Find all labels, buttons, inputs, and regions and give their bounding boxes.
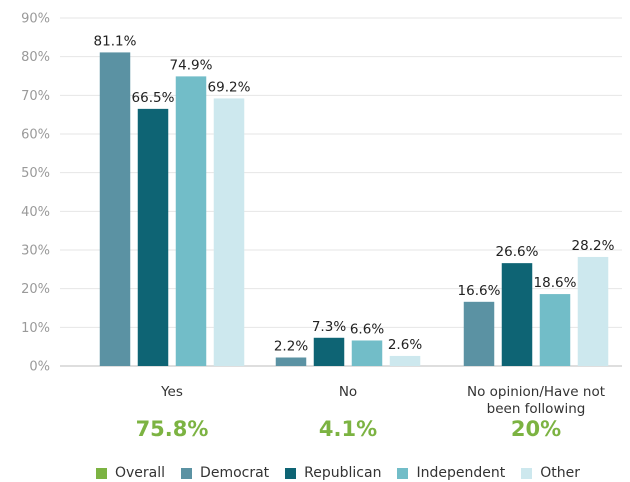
bar-no-independent (351, 340, 383, 366)
bar-yes-democrat (99, 52, 131, 367)
data-label-no-independent: 6.6% (350, 321, 384, 337)
category-label-no-opinion-have-not-been-following-line-2: been following (487, 401, 586, 417)
data-label-yes-other: 69.2% (208, 79, 251, 95)
legend-label-republican: Republican (304, 465, 382, 481)
legend-item-overall: Overall (96, 465, 165, 481)
data-label-yes-independent: 74.9% (170, 57, 213, 73)
legend-item-republican: Republican (285, 465, 381, 481)
data-label-no-other: 2.6% (388, 337, 422, 353)
data-label-no-opinion-have-not-been-following-independent: 18.6% (534, 275, 577, 291)
chart-legend: Overall Democrat Republican Independent … (96, 465, 596, 481)
legend-label-overall: Overall (115, 465, 166, 481)
y-tick-label-20: 20% (21, 282, 50, 297)
y-tick-label-10: 10% (21, 321, 50, 336)
data-label-no-republican: 7.3% (312, 319, 346, 335)
bar-chart: 0% 10% 20% 30% 40% 50% 60% 70% 80% 90% 81.1% 66.5% 7… (21, 12, 622, 441)
bar-yes-other (213, 98, 245, 366)
legend-swatch-republican (285, 467, 297, 479)
overall-value-no: 4.1% (319, 417, 377, 441)
data-label-no-democrat: 2.2% (274, 338, 308, 354)
legend-swatch-democrat (181, 467, 193, 479)
category-label-yes: Yes (160, 384, 183, 400)
legend-label-independent: Independent (416, 465, 506, 481)
y-tick-label-90: 90% (21, 12, 50, 27)
bar-no-other (389, 355, 421, 366)
bar-yes-republican (137, 108, 169, 366)
y-tick-label-30: 30% (21, 244, 50, 259)
bar-no-opinion-have-not-been-following-republican (501, 263, 533, 366)
y-tick-label-50: 50% (21, 166, 50, 181)
legend-swatch-independent (397, 467, 409, 479)
overall-value-no-opinion-have-not-been-following: 20% (511, 417, 561, 441)
data-label-yes-republican: 66.5% (132, 90, 175, 106)
y-tick-label-80: 80% (21, 50, 50, 65)
bar-no-opinion-have-not-been-following-democrat (463, 301, 495, 366)
data-label-no-opinion-have-not-been-following-republican: 26.6% (496, 244, 539, 260)
y-tick-label-70: 70% (21, 89, 50, 104)
legend-swatch-overall (96, 467, 107, 479)
bar-no-opinion-have-not-been-following-other (577, 256, 609, 366)
data-label-no-opinion-have-not-been-following-democrat: 16.6% (458, 283, 501, 299)
y-tick-label-0: 0% (29, 360, 50, 375)
y-tick-label-40: 40% (21, 205, 50, 220)
legend-swatch-other (521, 467, 533, 479)
data-label-no-opinion-have-not-been-following-other: 28.2% (572, 238, 615, 254)
overall-value-yes: 75.8% (136, 417, 209, 441)
data-label-yes-democrat: 81.1% (94, 33, 137, 49)
bar-no-democrat (275, 357, 307, 366)
legend-label-other: Other (540, 465, 580, 481)
legend-item-independent: Independent (397, 465, 505, 481)
bar-no-republican (313, 337, 345, 366)
category-label-no-opinion-have-not-been-following-line-1: No opinion/Have not (467, 384, 605, 400)
legend-item-democrat: Democrat (181, 465, 269, 481)
bar-yes-independent (175, 76, 207, 367)
legend-label-democrat: Democrat (200, 465, 270, 481)
y-tick-label-60: 60% (21, 128, 50, 143)
legend-item-other: Other (521, 465, 580, 481)
category-label-no: No (339, 384, 357, 400)
bar-no-opinion-have-not-been-following-independent (539, 294, 571, 366)
